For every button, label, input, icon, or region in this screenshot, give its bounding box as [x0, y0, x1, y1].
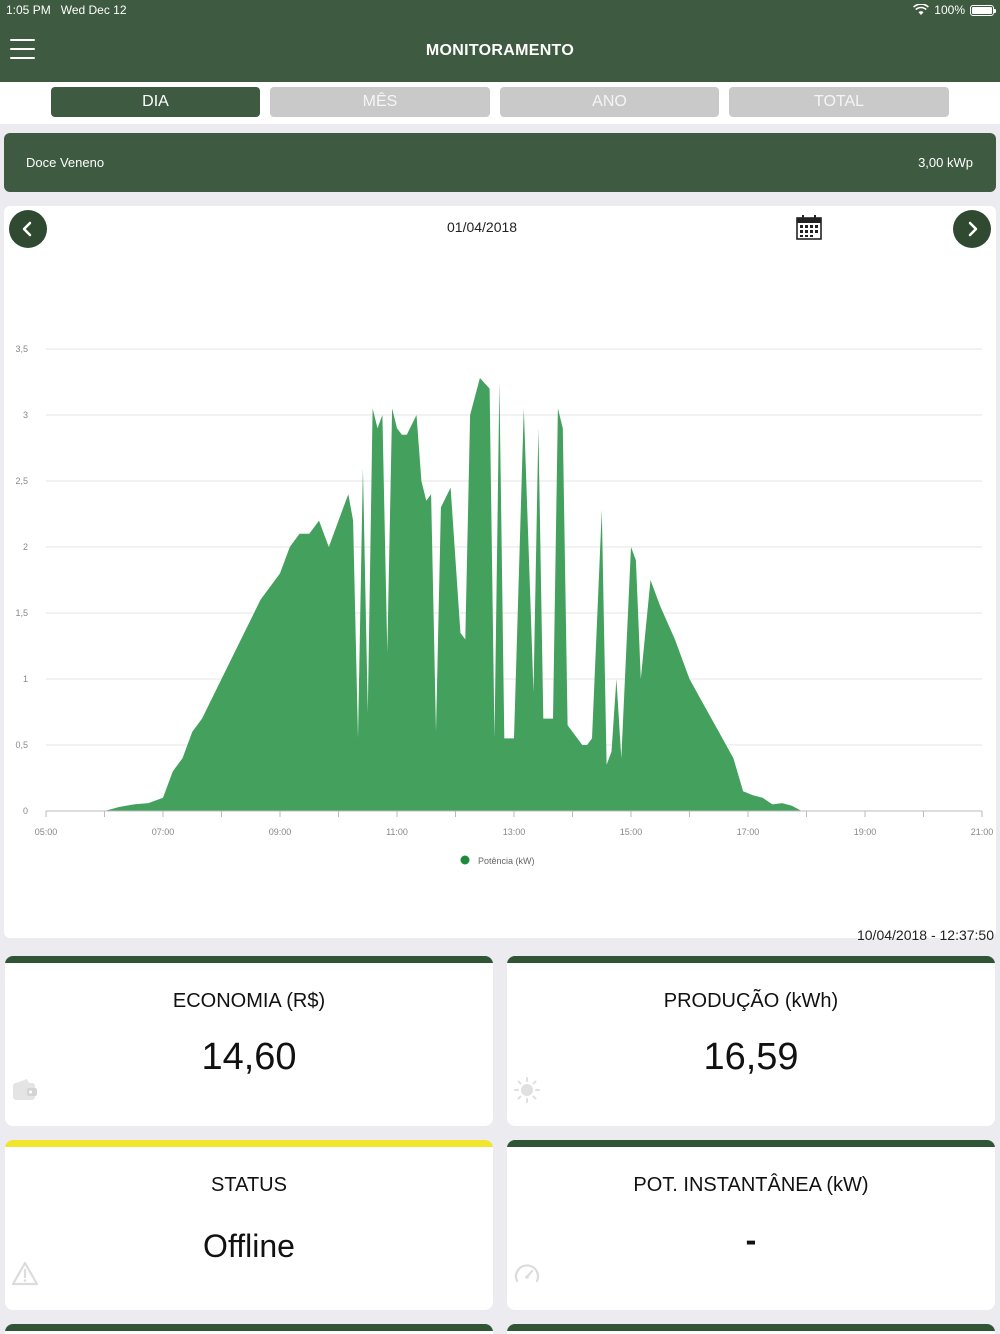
chart-card: 0 0,5 1 1,5 2 2,5 3 3,5 05:00 07:00 09:00 11:00 13:0… [4, 206, 996, 943]
instant-power-label: POT. INSTANTÂNEA (kW) [633, 1174, 869, 1196]
status-label: STATUS [211, 1174, 287, 1196]
instant-power-value: - [745, 1222, 757, 1258]
x-tick-label: 13:00 [503, 827, 526, 837]
legend-marker [460, 855, 470, 865]
nav-bar: MONITORAMENTO [0, 20, 1000, 82]
period-tabs: DIA MÊS ANO TOTAL [0, 82, 1000, 124]
wallet-icon [13, 1079, 37, 1100]
hamburger-menu-icon[interactable] [10, 39, 35, 61]
instant-power-card: POT. INSTANTÂNEA (kW) - [507, 1140, 995, 1310]
card-accent [5, 956, 493, 963]
card-accent [507, 1140, 995, 1147]
warning-icon [11, 1261, 39, 1286]
sun-icon [514, 1077, 540, 1103]
chevron-right-icon [968, 221, 978, 237]
calendar-icon[interactable] [796, 215, 822, 240]
plant-bar[interactable]: Doce Veneno 3,00 kWp [4, 133, 996, 192]
y-tick-label: 3,5 [15, 344, 28, 354]
next-day-button[interactable] [953, 210, 991, 248]
wifi-icon [913, 4, 930, 15]
x-tick-label: 19:00 [854, 827, 877, 837]
next-card-left [5, 1324, 493, 1334]
chevron-left-icon [22, 221, 32, 237]
status-bar: 1:05 PM Wed Dec 12 100% [0, 0, 1000, 20]
battery-icon [970, 4, 996, 16]
x-tick-label: 09:00 [269, 827, 292, 837]
y-tick-label: 2 [23, 542, 28, 552]
y-tick-label: 1 [23, 674, 28, 684]
savings-card: ECONOMIA (R$) 14,60 [5, 956, 493, 1126]
gauge-icon [514, 1264, 540, 1283]
card-accent [507, 956, 995, 963]
y-tick-label: 1,5 [15, 608, 28, 618]
x-tick-label: 17:00 [737, 827, 760, 837]
x-tick-label: 05:00 [35, 827, 58, 837]
tab-ano[interactable]: ANO [500, 87, 719, 117]
tab-total[interactable]: TOTAL [729, 87, 949, 117]
tab-dia[interactable]: DIA [51, 87, 260, 117]
x-tick-label: 07:00 [152, 827, 175, 837]
y-tick-label: 0 [23, 806, 28, 816]
card-accent [5, 1140, 493, 1147]
plant-name: Doce Veneno [26, 155, 105, 170]
power-chart: 0 0,5 1 1,5 2 2,5 3 3,5 05:00 07:00 09:00 11:00 13:0… [15, 344, 994, 866]
status-card: STATUS Offline [5, 1140, 493, 1310]
series-area-potencia [104, 378, 802, 811]
plant-capacity: 3,00 kWp [918, 155, 973, 170]
chart-date[interactable]: 01/04/2018 [447, 219, 518, 235]
y-tick-label: 3 [23, 410, 28, 420]
last-update-timestamp: 10/04/2018 - 12:37:50 [856, 927, 994, 943]
savings-label: ECONOMIA (R$) [172, 990, 326, 1012]
status-value: Offline [203, 1228, 295, 1264]
production-value: 16,59 [703, 1036, 799, 1078]
page-title: MONITORAMENTO [425, 42, 575, 59]
y-tick-label: 2,5 [15, 476, 28, 486]
production-card: PRODUÇÃO (kWh) 16,59 [507, 956, 995, 1126]
next-card-right [507, 1324, 995, 1334]
savings-value: 14,60 [201, 1036, 297, 1078]
battery-percent: 100% [934, 3, 965, 17]
tab-mes[interactable]: MÊS [270, 87, 490, 117]
legend-label: Potência (kW) [478, 856, 535, 866]
x-tick-label: 11:00 [386, 827, 408, 837]
status-right: 100% [913, 3, 996, 17]
x-tick-label: 21:00 [971, 827, 994, 837]
production-label: PRODUÇÃO (kWh) [663, 990, 839, 1012]
status-time: 1:05 PM Wed Dec 12 [6, 3, 127, 17]
x-tick-label: 15:00 [620, 827, 643, 837]
y-tick-label: 0,5 [15, 740, 28, 750]
prev-day-button[interactable] [9, 210, 47, 248]
